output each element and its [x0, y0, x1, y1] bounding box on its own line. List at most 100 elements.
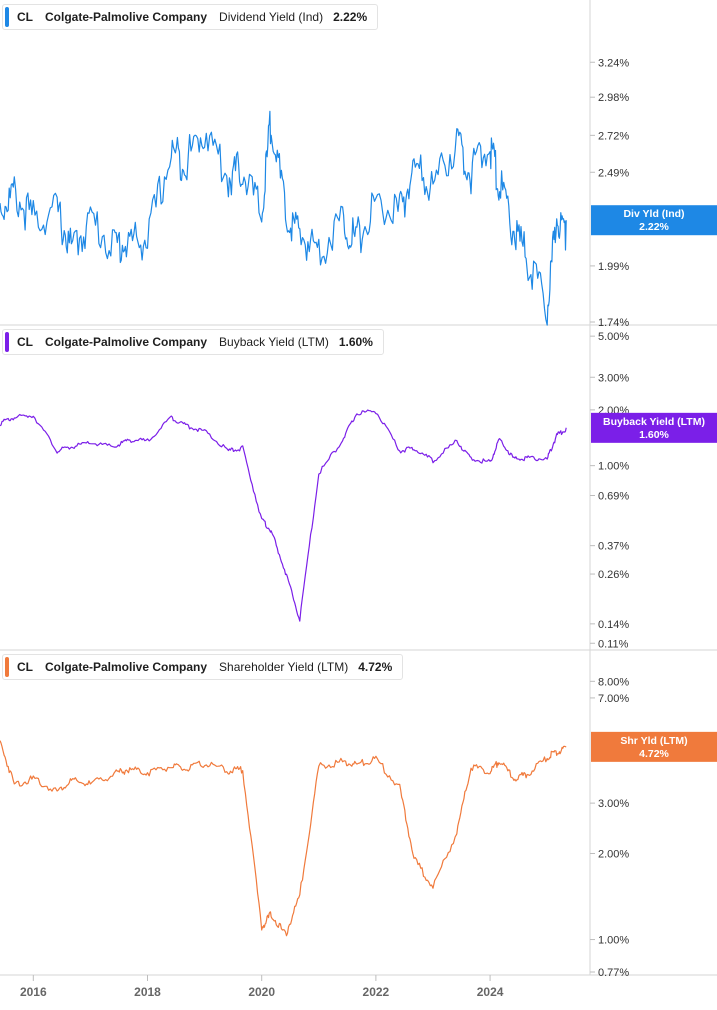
data-point[interactable] [241, 445, 245, 449]
data-point[interactable] [555, 748, 559, 752]
data-point[interactable] [488, 459, 492, 463]
data-point[interactable] [12, 780, 16, 784]
data-point[interactable] [545, 299, 549, 303]
data-point[interactable] [526, 247, 530, 251]
data-point[interactable] [269, 104, 273, 108]
data-point[interactable] [341, 207, 345, 211]
data-point[interactable] [55, 448, 59, 452]
data-point[interactable] [545, 754, 549, 758]
data-point[interactable] [488, 769, 492, 773]
data-point[interactable] [398, 202, 402, 206]
data-point[interactable] [341, 437, 345, 441]
data-point[interactable] [374, 755, 378, 759]
data-point[interactable] [203, 117, 207, 121]
data-point[interactable] [512, 775, 516, 779]
data-point[interactable] [355, 410, 359, 414]
data-point[interactable] [31, 207, 35, 211]
data-point[interactable] [31, 412, 35, 416]
data-point[interactable] [341, 758, 345, 762]
data-point[interactable] [241, 155, 245, 159]
legend-buyback-yield[interactable]: CL Colgate-Palmolive Company Buyback Yie… [2, 329, 384, 355]
data-point[interactable] [512, 218, 516, 222]
data-point[interactable] [55, 198, 59, 202]
data-point[interactable] [355, 761, 359, 765]
data-point[interactable] [260, 516, 264, 520]
data-point[interactable] [498, 756, 502, 760]
data-point[interactable] [498, 435, 502, 439]
legend-dividend-yield[interactable]: CL Colgate-Palmolive Company Dividend Yi… [2, 4, 379, 30]
data-point[interactable] [169, 762, 173, 766]
data-point[interactable] [203, 759, 207, 763]
series-line[interactable] [0, 409, 567, 622]
data-point[interactable] [317, 762, 321, 766]
data-point[interactable] [226, 767, 230, 771]
data-point[interactable] [184, 765, 188, 769]
data-point[interactable] [241, 765, 245, 769]
legend-shareholder-yield[interactable]: CL Colgate-Palmolive Company Shareholder… [2, 654, 404, 680]
data-point[interactable] [564, 745, 568, 749]
data-point[interactable] [0, 194, 2, 198]
data-point[interactable] [126, 765, 130, 769]
series-line[interactable] [0, 110, 567, 326]
data-point[interactable] [269, 910, 273, 914]
data-point[interactable] [146, 769, 150, 773]
data-point[interactable] [112, 234, 116, 238]
data-point[interactable] [298, 891, 302, 895]
data-point[interactable] [317, 470, 321, 474]
data-point[interactable] [431, 174, 435, 178]
data-point[interactable] [298, 222, 302, 226]
data-point[interactable] [260, 203, 264, 207]
data-point[interactable] [526, 455, 530, 459]
data-point[interactable] [455, 129, 459, 133]
data-point[interactable] [564, 218, 568, 222]
data-point[interactable] [283, 931, 287, 935]
data-point[interactable] [431, 883, 435, 887]
data-point[interactable] [526, 770, 530, 774]
data-point[interactable] [431, 457, 435, 461]
data-point[interactable] [469, 456, 473, 460]
data-point[interactable] [169, 140, 173, 144]
data-point[interactable] [184, 149, 188, 153]
data-point[interactable] [398, 448, 402, 452]
data-point[interactable] [146, 438, 150, 442]
data-point[interactable] [88, 207, 92, 211]
data-point[interactable] [317, 237, 321, 241]
data-point[interactable] [260, 923, 264, 927]
data-point[interactable] [69, 777, 73, 781]
data-point[interactable] [298, 616, 302, 620]
data-point[interactable] [112, 444, 116, 448]
data-point[interactable] [498, 172, 502, 176]
data-point[interactable] [88, 780, 92, 784]
data-point[interactable] [555, 432, 559, 436]
data-point[interactable] [545, 456, 549, 460]
data-point[interactable] [374, 408, 378, 412]
data-point[interactable] [126, 230, 130, 234]
data-point[interactable] [12, 414, 16, 418]
data-point[interactable] [283, 569, 287, 573]
data-point[interactable] [564, 426, 568, 430]
data-point[interactable] [88, 440, 92, 444]
data-point[interactable] [69, 237, 73, 241]
data-point[interactable] [184, 422, 188, 426]
data-point[interactable] [126, 437, 130, 441]
data-point[interactable] [0, 738, 2, 742]
data-point[interactable] [469, 160, 473, 164]
data-point[interactable] [12, 182, 16, 186]
data-point[interactable] [31, 775, 35, 779]
data-point[interactable] [555, 203, 559, 207]
data-point[interactable] [203, 428, 207, 432]
data-point[interactable] [269, 528, 273, 532]
data-point[interactable] [169, 414, 173, 418]
data-point[interactable] [374, 191, 378, 195]
data-point[interactable] [146, 226, 150, 230]
data-point[interactable] [283, 203, 287, 207]
series-line[interactable] [0, 740, 567, 937]
data-point[interactable] [512, 456, 516, 460]
data-point[interactable] [112, 770, 116, 774]
data-point[interactable] [469, 762, 473, 766]
data-point[interactable] [355, 228, 359, 232]
data-point[interactable] [488, 133, 492, 137]
data-point[interactable] [412, 445, 416, 449]
data-point[interactable] [412, 855, 416, 859]
data-point[interactable] [55, 787, 59, 791]
